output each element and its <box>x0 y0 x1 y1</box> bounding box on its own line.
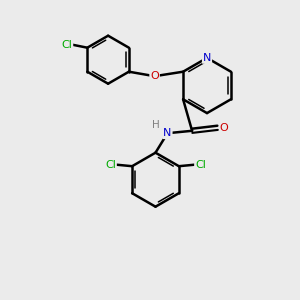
Text: Cl: Cl <box>61 40 72 50</box>
Text: O: O <box>150 71 159 81</box>
Text: N: N <box>203 53 211 63</box>
Text: N: N <box>163 128 172 138</box>
Text: Cl: Cl <box>105 160 116 170</box>
Text: Cl: Cl <box>195 160 206 170</box>
Text: H: H <box>152 120 160 130</box>
Text: O: O <box>220 123 229 133</box>
